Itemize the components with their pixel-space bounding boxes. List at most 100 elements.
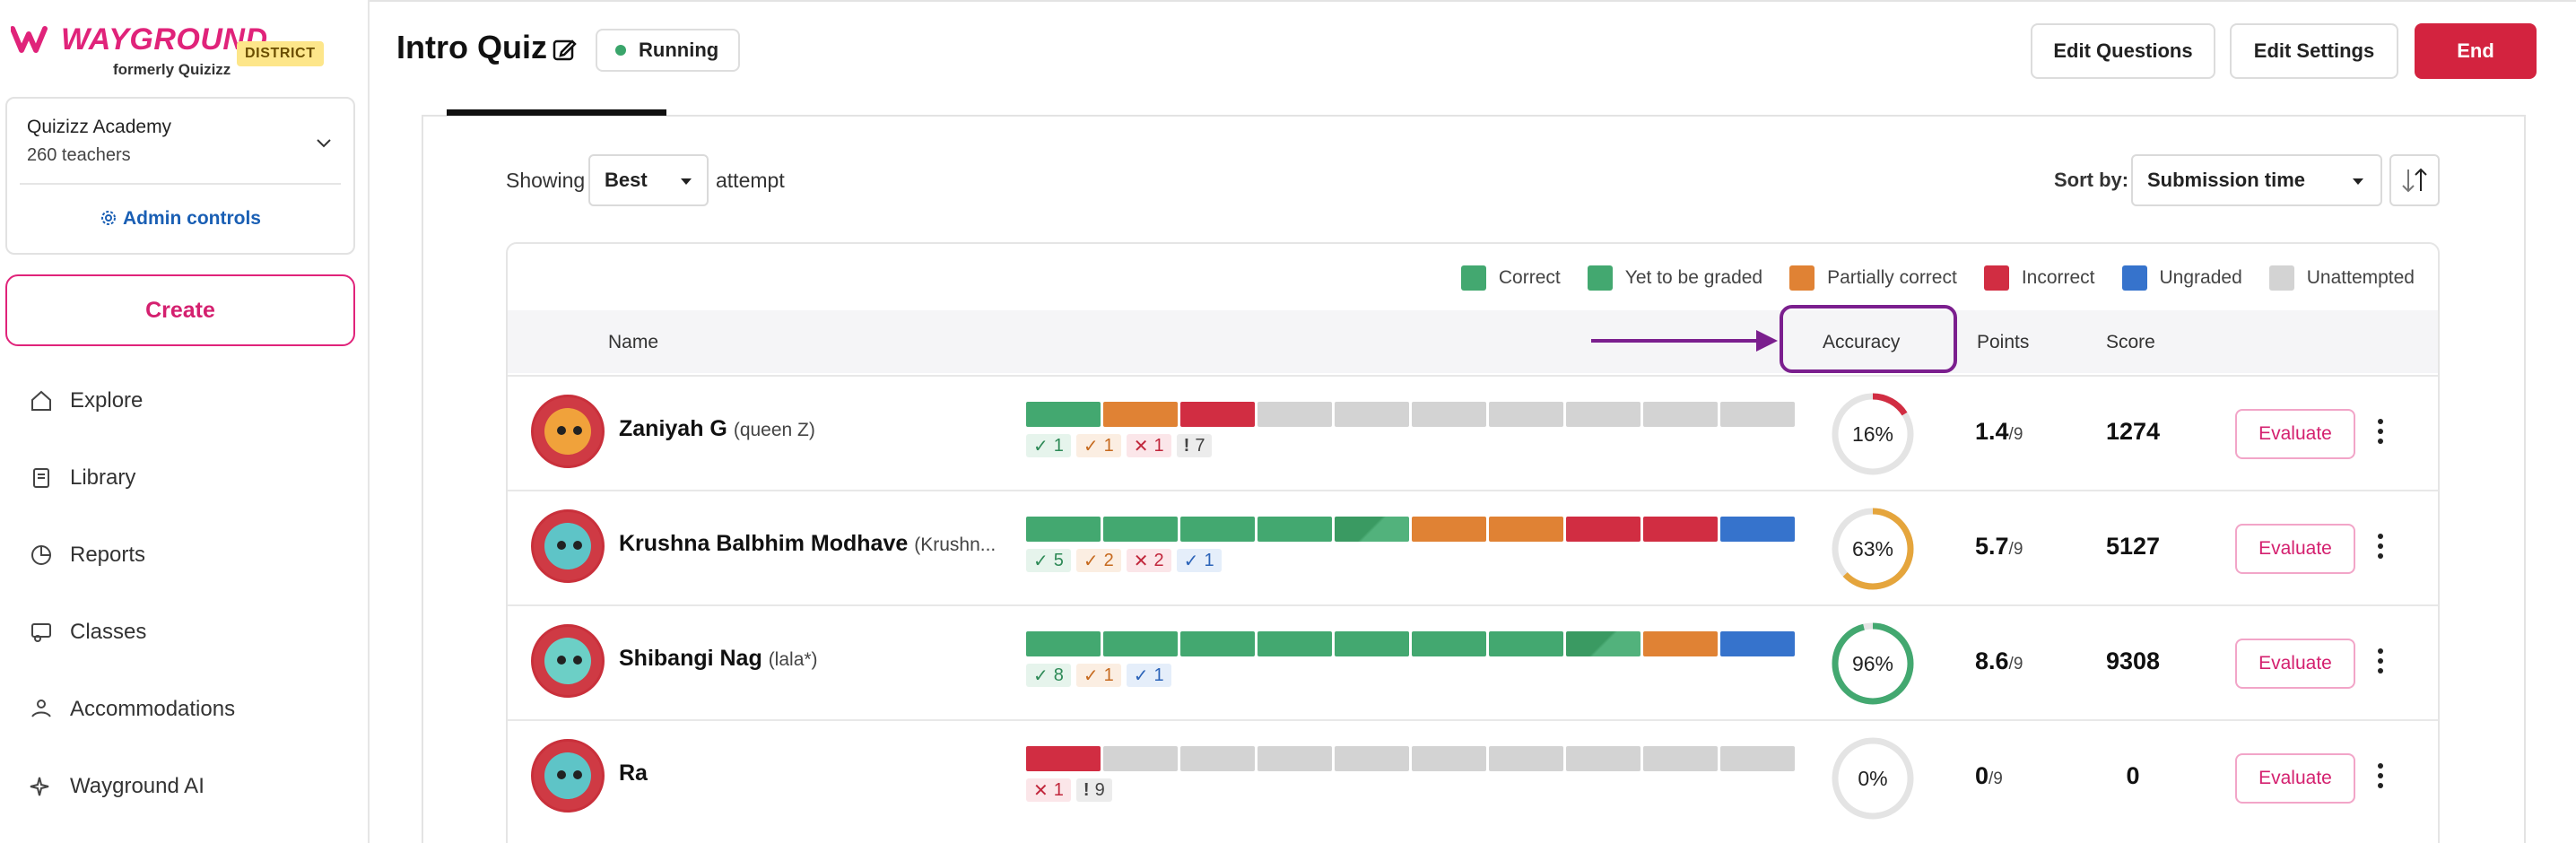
answer-summary: ✓ 5 ✓ 2 ✕ 2 ✓ 1 <box>1026 549 1227 572</box>
legend-item-incorrect: Incorrect <box>1983 265 2095 291</box>
count-chip-ungraded: ✓ 1 <box>1176 549 1222 572</box>
evaluate-button[interactable]: Evaluate <box>2235 409 2355 459</box>
question-segment[interactable] <box>1026 631 1101 656</box>
count-chip-correct: ✓ 8 <box>1026 664 1071 687</box>
edit-settings-button[interactable]: Edit Settings <box>2230 23 2398 79</box>
evaluate-button[interactable]: Evaluate <box>2235 753 2355 804</box>
question-segment[interactable] <box>1180 517 1255 542</box>
student-name[interactable]: Shibangi Nag (lala*) <box>619 646 818 672</box>
edit-icon[interactable] <box>551 36 578 63</box>
question-segment[interactable] <box>1258 746 1332 771</box>
sidebar-item-accommodations[interactable]: Accommodations <box>0 671 368 748</box>
question-segment[interactable] <box>1566 517 1640 542</box>
column-header-points[interactable]: Points <box>1977 332 2030 352</box>
more-options-icon[interactable] <box>2371 646 2389 682</box>
question-segment[interactable] <box>1489 631 1563 656</box>
org-switcher[interactable]: Quizizz Academy 260 teachers Admin contr… <box>5 97 355 255</box>
question-segment[interactable] <box>1720 746 1795 771</box>
answer-summary: ✕ 1! 9 <box>1026 778 1118 802</box>
admin-controls-link[interactable]: Admin controls <box>7 208 353 230</box>
question-segment[interactable] <box>1180 746 1255 771</box>
question-segment[interactable] <box>1180 631 1255 656</box>
sidebar-item-reports[interactable]: Reports <box>0 517 368 594</box>
more-options-icon[interactable] <box>2371 531 2389 567</box>
legend-swatch <box>1983 265 2009 291</box>
sidebar-item-wayground-ai[interactable]: Wayground AI <box>0 748 368 825</box>
question-segment[interactable] <box>1103 402 1178 427</box>
question-segment[interactable] <box>1026 402 1101 427</box>
status-label: Running <box>639 39 719 61</box>
question-segment[interactable] <box>1720 517 1795 542</box>
question-segment[interactable] <box>1335 746 1409 771</box>
kebab-dot <box>2378 543 2383 549</box>
student-name[interactable]: Ra <box>619 760 648 787</box>
sidebar-item-library[interactable]: Library <box>0 439 368 517</box>
org-name: Quizizz Academy <box>27 117 172 137</box>
column-header-score[interactable]: Score <box>2106 332 2155 352</box>
question-segment[interactable] <box>1566 631 1640 656</box>
column-header-name[interactable]: Name <box>608 332 659 352</box>
active-tab-indicator[interactable] <box>447 109 666 116</box>
question-segment[interactable] <box>1026 746 1101 771</box>
sort-select[interactable]: Submission time <box>2131 154 2382 206</box>
question-segment[interactable] <box>1335 631 1409 656</box>
points-earned: 5.7 <box>1975 533 2009 560</box>
sidebar-item-explore[interactable]: Explore <box>0 362 368 439</box>
question-segment[interactable] <box>1335 402 1409 427</box>
more-options-icon[interactable] <box>2371 760 2389 796</box>
question-segment[interactable] <box>1258 631 1332 656</box>
question-segment[interactable] <box>1412 517 1486 542</box>
question-segment[interactable] <box>1643 402 1718 427</box>
avatar-eye <box>573 426 582 435</box>
avatar-face <box>544 752 591 799</box>
create-button[interactable]: Create <box>5 274 355 346</box>
sidebar: WAYGROUND formerly Quizizz DISTRICT Quiz… <box>0 0 370 843</box>
table-row[interactable]: Zaniyah G (queen Z) ✓ 1 ✓ 1 ✕ 1! 7 16% 1.4/9 1274 E… <box>508 375 2438 490</box>
answer-summary: ✓ 8 ✓ 1 ✓ 1 <box>1026 664 1177 687</box>
table-row[interactable]: Ra ✕ 1! 9 0% 0/9 0 Evaluate <box>508 719 2438 834</box>
question-segment[interactable] <box>1412 402 1486 427</box>
question-segment[interactable] <box>1489 402 1563 427</box>
incorrect-glyph-icon: ✕ <box>1133 551 1149 571</box>
question-segment[interactable] <box>1566 746 1640 771</box>
avatar <box>531 509 605 583</box>
evaluate-button[interactable]: Evaluate <box>2235 639 2355 689</box>
accuracy-value: 96% <box>1851 651 1894 675</box>
question-segment[interactable] <box>1643 517 1718 542</box>
question-segment[interactable] <box>1258 517 1332 542</box>
question-segment[interactable] <box>1180 402 1255 427</box>
end-button[interactable]: End <box>2415 23 2537 79</box>
question-segment[interactable] <box>1335 517 1409 542</box>
column-header-accuracy[interactable]: Accuracy <box>1823 332 1901 352</box>
question-segment[interactable] <box>1412 631 1486 656</box>
evaluate-button[interactable]: Evaluate <box>2235 524 2355 574</box>
question-segment[interactable] <box>1489 746 1563 771</box>
wayground-logo[interactable]: WAYGROUND <box>11 23 268 56</box>
attempt-select[interactable]: Best <box>588 154 709 206</box>
question-segment[interactable] <box>1103 517 1178 542</box>
edit-questions-button[interactable]: Edit Questions <box>2031 23 2215 79</box>
sidebar-item-classes[interactable]: Classes <box>0 594 368 671</box>
question-segment[interactable] <box>1720 631 1795 656</box>
question-segment[interactable] <box>1258 402 1332 427</box>
question-segment[interactable] <box>1026 517 1101 542</box>
count-value: 8 <box>1053 665 1064 685</box>
brand-name: WAYGROUND <box>61 22 268 56</box>
table-row[interactable]: Shibangi Nag (lala*) ✓ 8 ✓ 1 ✓ 1 96% 8.6/9 9308 Ev… <box>508 604 2438 719</box>
question-segment[interactable] <box>1103 746 1178 771</box>
sort-direction-button[interactable] <box>2389 154 2440 206</box>
chevron-down-icon[interactable] <box>314 133 334 152</box>
question-segment[interactable] <box>1720 402 1795 427</box>
student-name[interactable]: Krushna Balbhim Modhave (Krushn... <box>619 531 996 557</box>
more-options-icon[interactable] <box>2371 416 2389 452</box>
table-row[interactable]: Krushna Balbhim Modhave (Krushn... ✓ 5 ✓ 2 ✕ 2… <box>508 490 2438 604</box>
question-segment[interactable] <box>1643 631 1718 656</box>
question-segment[interactable] <box>1489 517 1563 542</box>
student-nickname: (lala*) <box>768 649 818 670</box>
student-name[interactable]: Zaniyah G (queen Z) <box>619 416 815 442</box>
sidebar-item-label: Classes <box>70 620 147 644</box>
question-segment[interactable] <box>1103 631 1178 656</box>
question-segment[interactable] <box>1412 746 1486 771</box>
question-segment[interactable] <box>1643 746 1718 771</box>
question-segment[interactable] <box>1566 402 1640 427</box>
